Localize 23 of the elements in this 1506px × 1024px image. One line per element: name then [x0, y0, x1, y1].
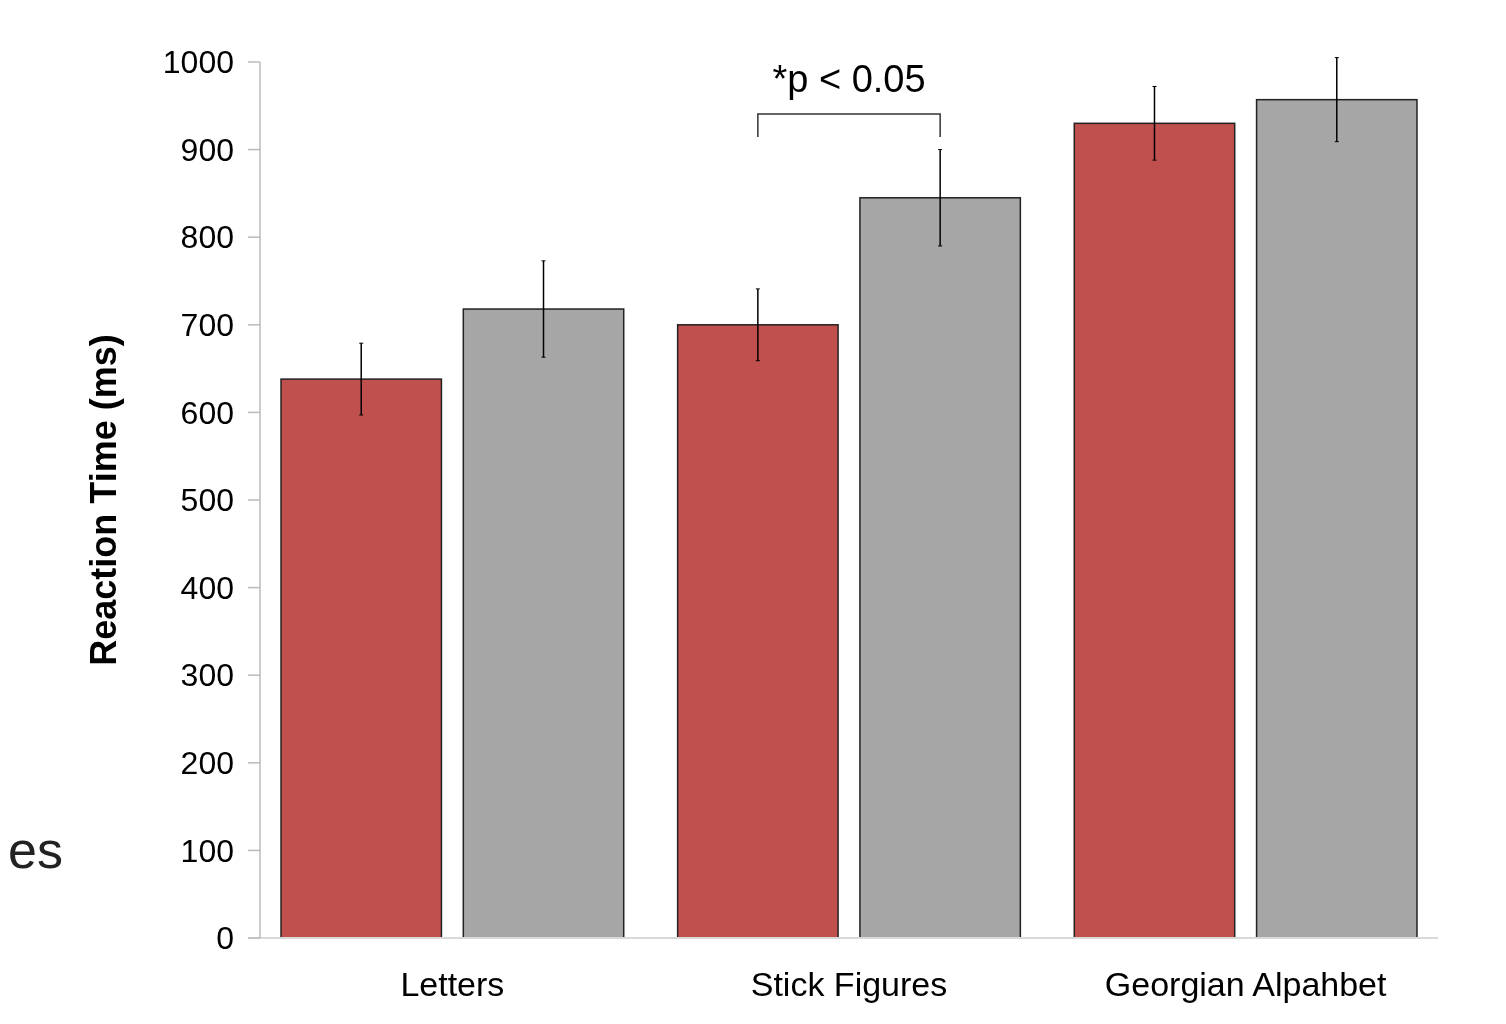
y-tick-label: 400 — [180, 569, 234, 606]
y-tick-label: 1000 — [162, 44, 234, 81]
y-tick-label: 100 — [180, 832, 234, 869]
y-tick-label: 300 — [180, 657, 234, 694]
bar — [859, 197, 1022, 939]
x-tick-label: Stick Figures — [750, 965, 948, 1003]
annotation: *p < 0.05 — [772, 58, 926, 100]
text: es — [8, 821, 63, 880]
x-tick-label: Georgian Alpahbet — [1104, 965, 1388, 1003]
bar — [1255, 98, 1418, 939]
x-tick-label: Letters — [400, 965, 505, 1003]
y-tick-label: 200 — [180, 745, 234, 781]
bar — [676, 324, 839, 939]
y-tick-label: 600 — [180, 394, 234, 431]
bar — [462, 308, 625, 939]
y-tick-label: 500 — [180, 482, 234, 519]
bar — [280, 378, 443, 939]
bar — [1073, 122, 1236, 939]
y-tick-label: 800 — [180, 219, 234, 256]
y-axis-title: Reaction Time (ms) — [83, 334, 124, 666]
y-tick-label: 900 — [180, 131, 234, 168]
y-tick-label: 0 — [216, 920, 234, 957]
y-tick-label: 700 — [180, 307, 234, 343]
